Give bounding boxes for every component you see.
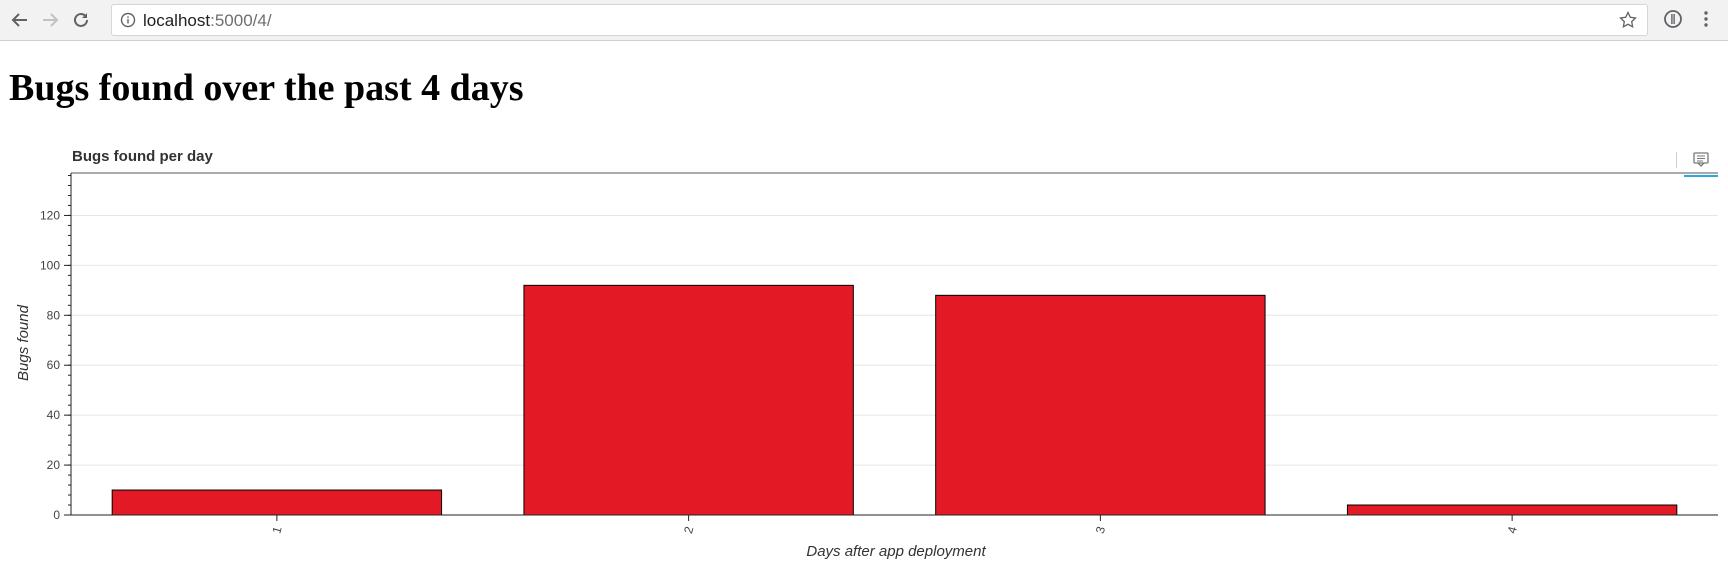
x-tick-label: 4 bbox=[1505, 525, 1520, 535]
y-tick-label: 60 bbox=[47, 358, 61, 372]
forward-arrow-icon bbox=[43, 13, 59, 27]
info-icon[interactable] bbox=[120, 12, 136, 28]
page-title: Bugs found over the past 4 days bbox=[9, 67, 524, 109]
y-tick-label: 20 bbox=[47, 458, 61, 472]
chart-canvas: 0 20 40 60 80 100 120 1 2 3 4 Days after app deplo… bbox=[15, 172, 1718, 560]
reload-button[interactable] bbox=[67, 6, 95, 34]
x-axis-label: Days after app deployment bbox=[806, 543, 986, 560]
bar bbox=[523, 284, 854, 516]
y-tick-label: 40 bbox=[47, 408, 61, 422]
bar-chart: Bugs found per day 0 20 40 60 80 100 120 1 2 3 4 D… bbox=[0, 140, 1728, 571]
hover-tool-button[interactable] bbox=[1684, 144, 1718, 175]
url-host: localhost bbox=[143, 11, 211, 30]
chart-toolbar bbox=[1676, 144, 1718, 178]
back-arrow-icon bbox=[11, 13, 27, 27]
bars bbox=[111, 284, 1678, 516]
url-path: :5000/4/ bbox=[210, 11, 272, 30]
address-bar[interactable]: localhost:5000/4/ bbox=[111, 4, 1648, 36]
bar bbox=[1346, 504, 1678, 516]
y-tick-label: 0 bbox=[53, 508, 60, 522]
bar bbox=[111, 489, 443, 516]
toolbar-separator bbox=[1676, 152, 1677, 168]
extension-icon[interactable] bbox=[1663, 9, 1683, 29]
y-tick-label: 80 bbox=[47, 308, 61, 322]
grid-lines bbox=[71, 214, 1718, 466]
reload-icon bbox=[74, 12, 88, 27]
bar bbox=[935, 294, 1266, 516]
tool-active-indicator bbox=[1684, 175, 1718, 177]
x-tick-label: 3 bbox=[1093, 525, 1108, 535]
chart-title: Bugs found per day bbox=[72, 148, 213, 165]
browser-toolbar: localhost:5000/4/ bbox=[0, 0, 1728, 41]
y-tick-label: 100 bbox=[40, 258, 60, 272]
x-tick-label: 1 bbox=[269, 525, 284, 535]
url-text: localhost:5000/4/ bbox=[143, 11, 272, 31]
y-tick-label: 120 bbox=[40, 208, 60, 222]
x-tick-label: 2 bbox=[681, 525, 696, 535]
forward-button[interactable] bbox=[36, 6, 64, 34]
axes: 0 20 40 60 80 100 120 1 2 3 4 bbox=[40, 172, 1718, 535]
hover-comment-icon bbox=[1693, 152, 1709, 167]
y-axis-label: Bugs found bbox=[15, 304, 32, 381]
back-button[interactable] bbox=[6, 6, 34, 34]
star-icon[interactable] bbox=[1619, 11, 1637, 29]
menu-icon[interactable] bbox=[1696, 9, 1716, 29]
